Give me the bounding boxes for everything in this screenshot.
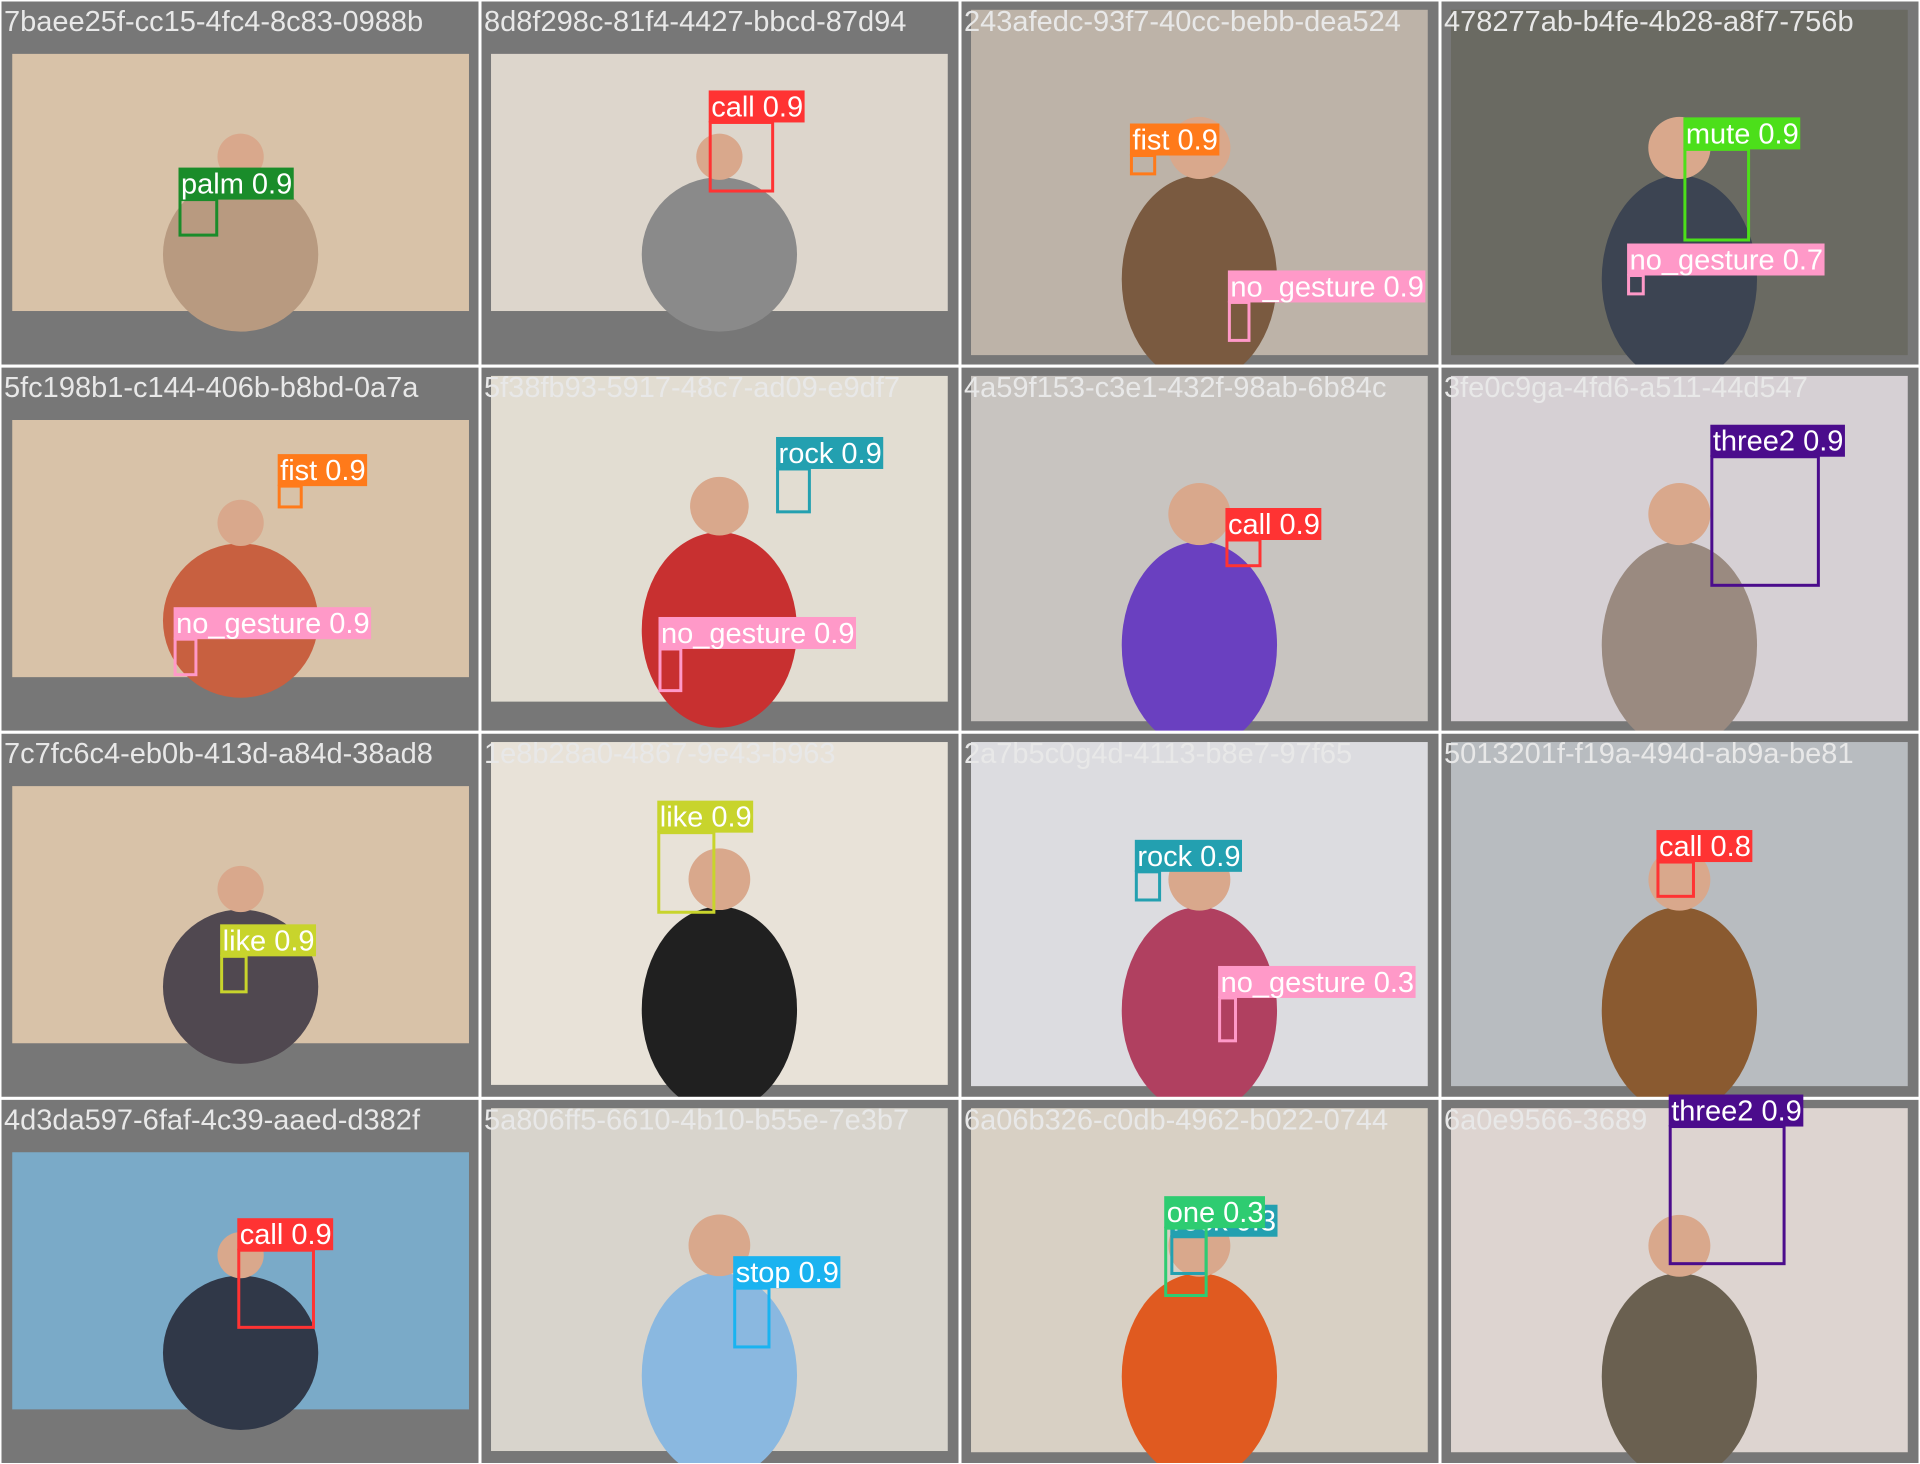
person-body bbox=[1601, 1273, 1758, 1464]
label-background bbox=[1129, 123, 1220, 156]
tile: call 0.9 bbox=[478, 0, 962, 368]
detection-label: no_gesture 0.3 bbox=[1221, 967, 1414, 999]
detection-label: rock 0.9 bbox=[779, 438, 882, 470]
tile: fist 0.9 no_gesture 0.9 bbox=[0, 364, 482, 734]
label-background bbox=[173, 607, 372, 640]
detection-label: rock 0.9 bbox=[1137, 841, 1240, 873]
tile: stop 0.9 bbox=[478, 1096, 962, 1464]
label-background bbox=[277, 454, 368, 487]
tile: call 0.8 bbox=[1438, 730, 1920, 1114]
filename: 6a0e9566-3689 bbox=[1444, 1104, 1647, 1136]
tile: like 0.9 bbox=[0, 730, 482, 1100]
tile: like 0.9 bbox=[478, 730, 962, 1113]
person-head bbox=[696, 133, 743, 180]
filename: 2a7b5c0g4d-4113-b8e7-97f65 bbox=[964, 738, 1352, 770]
label-background bbox=[657, 800, 754, 833]
label-background bbox=[220, 924, 317, 957]
person-body bbox=[641, 906, 798, 1113]
tile: mute 0.9 no_gesture 0.7 bbox=[1438, 0, 1920, 383]
person-head bbox=[1648, 482, 1711, 546]
person-body bbox=[162, 177, 319, 332]
detection-label: palm 0.9 bbox=[181, 169, 292, 201]
label-background bbox=[1225, 508, 1322, 540]
person-body bbox=[1601, 175, 1758, 383]
detection-label: one 0.3 bbox=[1167, 1197, 1264, 1229]
person-body bbox=[1121, 541, 1278, 749]
label-background bbox=[237, 1218, 334, 1251]
filename: 5fc198b1-c144-406b-b8bd-0a7a bbox=[4, 372, 419, 404]
detection-label: call 0.8 bbox=[1659, 831, 1751, 863]
filename: 243afedc-93f7-40cc-bebb-dea524 bbox=[964, 6, 1401, 38]
label-background bbox=[1218, 965, 1416, 998]
person-body bbox=[162, 1275, 319, 1430]
detection-label: no_gesture 0.9 bbox=[176, 608, 369, 640]
detection-label: three2 0.9 bbox=[1671, 1096, 1802, 1128]
label-background bbox=[1668, 1094, 1804, 1127]
tile: call 0.9 bbox=[0, 1096, 482, 1464]
person-body bbox=[1601, 907, 1758, 1114]
filename: 5a806ff5-6610-4b10-b55e-7e3b7 bbox=[484, 1104, 909, 1136]
label-background bbox=[658, 616, 856, 649]
label-background bbox=[1227, 270, 1426, 303]
person-head bbox=[1168, 482, 1231, 546]
person-head bbox=[1648, 1214, 1711, 1277]
filename: 7baee25f-cc15-4fc4-8c83-0988b bbox=[4, 6, 423, 38]
detection-label: stop 0.9 bbox=[736, 1257, 839, 1289]
person-head bbox=[217, 499, 264, 546]
tile: rock 0.3one 0.3 bbox=[958, 1096, 1442, 1464]
detection-label: mute 0.9 bbox=[1686, 118, 1799, 150]
detection-label: no_gesture 0.7 bbox=[1630, 245, 1823, 277]
detection-label: no_gesture 0.9 bbox=[661, 618, 854, 650]
tile: three2 0.9 bbox=[1438, 1094, 1920, 1464]
detection-label: fist 0.9 bbox=[1132, 125, 1217, 157]
label-background bbox=[1710, 424, 1845, 457]
person-head bbox=[217, 865, 264, 913]
detection-label: fist 0.9 bbox=[280, 455, 365, 487]
filename: 1e8b28a0-4867-9e43-b963 bbox=[484, 738, 836, 770]
detection-box bbox=[1129, 154, 1157, 176]
filename: 8d8f298c-81f4-4427-bbcd-87d94 bbox=[484, 6, 906, 38]
person-body bbox=[641, 177, 798, 332]
person-body bbox=[641, 1272, 798, 1464]
label-background bbox=[1656, 830, 1753, 863]
tile: rock 0.9 no_gesture 0.3 bbox=[958, 730, 1442, 1114]
filename: 4d3da597-6faf-4c39-aaed-d382f bbox=[4, 1104, 421, 1136]
filename: 5f38fb93-5917-48c7-ad09-e9df7 bbox=[484, 372, 900, 404]
label-background bbox=[1627, 243, 1825, 276]
filename: 5013201f-f19a-494d-ab9a-be81 bbox=[1444, 738, 1854, 770]
tile: palm 0.9 bbox=[0, 0, 482, 368]
person-body bbox=[1121, 1273, 1278, 1464]
detection-label: no_gesture 0.9 bbox=[1230, 271, 1423, 303]
filename: 6a06b326-c0db-4962-b022-0744 bbox=[964, 1104, 1388, 1136]
tile: call 0.9 bbox=[958, 364, 1442, 749]
label-background bbox=[708, 90, 805, 123]
filename: 478277ab-b4fe-4b28-a8f7-756b bbox=[1444, 6, 1854, 38]
detection-label: like 0.9 bbox=[223, 925, 315, 957]
person-head bbox=[690, 476, 749, 536]
filename: 4a59f153-c3e1-432f-98ab-6b84c bbox=[964, 372, 1386, 404]
tile: fist 0.9 no_gesture 0.9 bbox=[958, 0, 1442, 383]
label-background bbox=[1164, 1196, 1265, 1229]
label-background bbox=[733, 1256, 841, 1289]
detection-label: three2 0.9 bbox=[1713, 426, 1844, 458]
filename: 3fe0c9ga-4fd6-a511-44d547 bbox=[1444, 372, 1808, 404]
detection-label: like 0.9 bbox=[660, 802, 752, 834]
label-background bbox=[1683, 117, 1801, 150]
detection-label: call 0.9 bbox=[240, 1219, 332, 1251]
label-background bbox=[776, 436, 884, 469]
person-body bbox=[1121, 907, 1278, 1114]
tile: three2 0.9 bbox=[1438, 364, 1920, 749]
filename: 7c7fc6c4-eb0b-413d-a84d-38ad8 bbox=[4, 738, 433, 770]
detection-label: call 0.9 bbox=[711, 91, 803, 123]
person-body bbox=[1601, 541, 1758, 749]
label-background bbox=[178, 167, 294, 200]
tile: rock 0.9 no_gesture 0.9 bbox=[478, 364, 962, 734]
person-body bbox=[1121, 175, 1278, 383]
detection-label: call 0.9 bbox=[1228, 509, 1320, 541]
person-head bbox=[688, 848, 751, 911]
label-background bbox=[1134, 839, 1242, 872]
